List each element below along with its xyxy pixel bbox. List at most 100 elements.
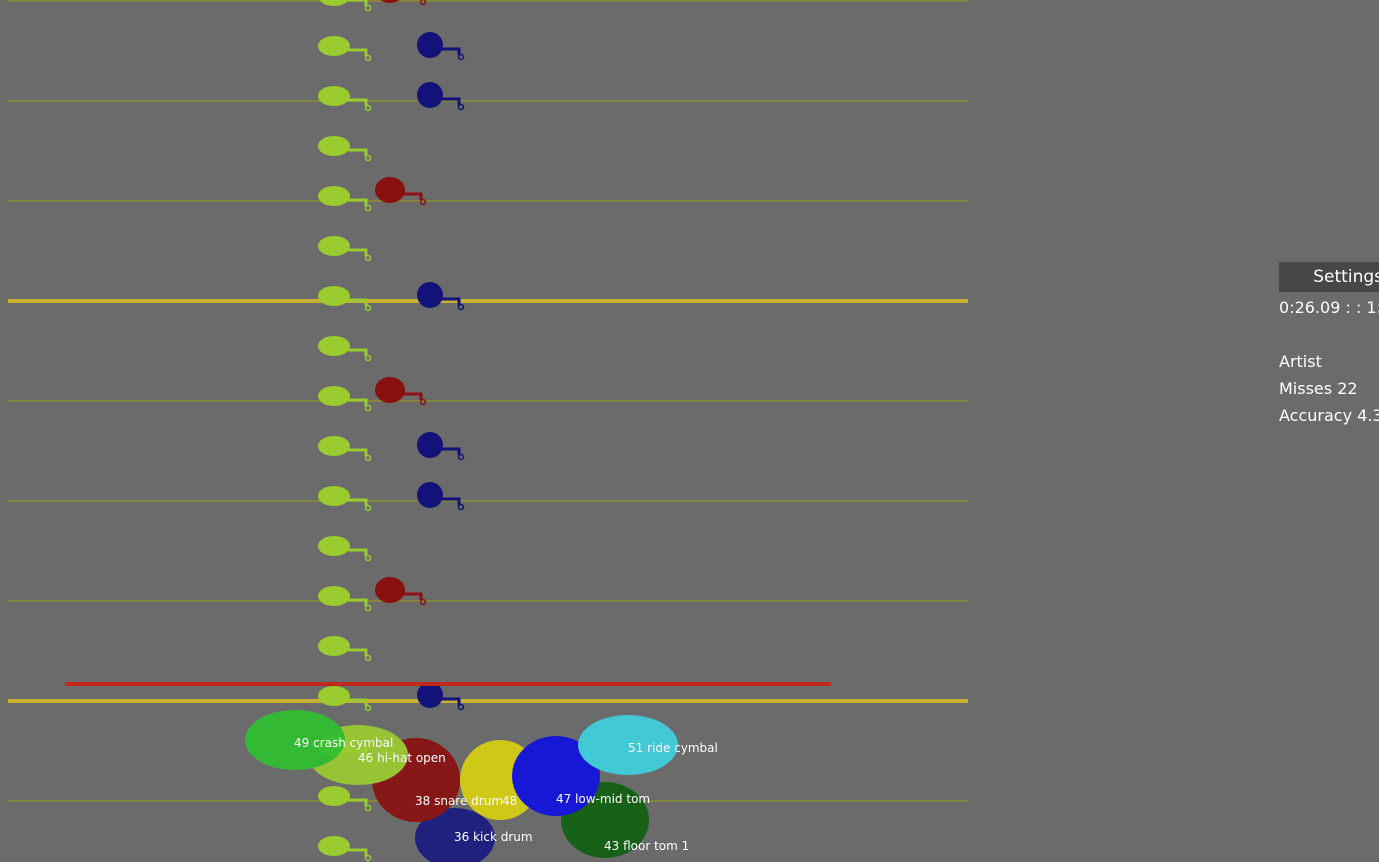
note-stem xyxy=(348,298,368,306)
cymbal-note xyxy=(318,236,372,262)
cymbal-note xyxy=(318,786,372,812)
note-tail xyxy=(419,0,427,6)
note-stem xyxy=(348,348,368,356)
tom-note xyxy=(417,32,465,61)
note-tail xyxy=(364,804,372,812)
note-head xyxy=(318,86,350,106)
time-display: 0:26.09 : : 1:2 xyxy=(1279,298,1379,317)
tom-note xyxy=(417,482,465,511)
note-tail xyxy=(364,154,372,162)
snare-note xyxy=(375,177,427,206)
drum-label: 47 low-mid tom xyxy=(556,792,650,806)
note-head xyxy=(318,486,350,506)
note-stem xyxy=(348,398,368,406)
snare-note xyxy=(375,377,427,406)
note-tail xyxy=(364,4,372,12)
note-stem xyxy=(348,448,368,456)
ride-cymbal xyxy=(578,715,678,775)
tom-note xyxy=(417,682,465,711)
note-head xyxy=(318,36,350,56)
cymbal-note xyxy=(318,686,372,712)
note-stem xyxy=(348,848,368,856)
snare-note xyxy=(380,0,427,6)
note-stem xyxy=(348,0,368,6)
drum-label: 49 crash cymbal xyxy=(294,736,393,750)
note-stem xyxy=(348,698,368,706)
note-tail xyxy=(419,598,427,606)
cymbal-note xyxy=(318,836,372,862)
note-tail xyxy=(364,704,372,712)
cymbal-note xyxy=(318,636,372,662)
note-stem xyxy=(441,297,461,305)
note-stem xyxy=(348,48,368,56)
note-head xyxy=(318,236,350,256)
settings-button[interactable]: Settings xyxy=(1279,262,1379,292)
note-stem xyxy=(348,598,368,606)
note-head xyxy=(318,686,350,706)
cymbal-note xyxy=(318,486,372,512)
note-stem xyxy=(441,447,461,455)
drum-label: 51 ride cymbal xyxy=(628,741,718,755)
note-stem xyxy=(348,98,368,106)
notes xyxy=(318,0,465,862)
note-stem xyxy=(403,592,423,600)
note-tail xyxy=(364,304,372,312)
note-tail xyxy=(364,554,372,562)
note-head xyxy=(319,0,349,6)
note-head xyxy=(417,482,443,508)
note-stem xyxy=(348,248,368,256)
note-stem xyxy=(403,392,423,400)
tom-note xyxy=(417,432,465,461)
note-tail xyxy=(364,604,372,612)
note-head xyxy=(318,336,350,356)
note-stem xyxy=(441,47,461,55)
note-stem xyxy=(441,697,461,705)
note-head xyxy=(318,136,350,156)
note-tail xyxy=(364,254,372,262)
drum-label: 48 xyxy=(502,794,517,808)
note-head xyxy=(375,577,405,603)
kick-drum xyxy=(415,808,495,862)
drum-kit xyxy=(245,710,678,862)
note-tail xyxy=(364,654,372,662)
drum-label: 38 snare drum xyxy=(415,794,503,808)
cymbal-note xyxy=(318,336,372,362)
cymbal-note xyxy=(318,536,372,562)
note-tail xyxy=(364,854,372,862)
note-stem xyxy=(348,198,368,206)
artist: Artist xyxy=(1279,352,1322,371)
note-tail xyxy=(457,303,465,311)
note-head xyxy=(375,377,405,403)
cymbal-note xyxy=(318,136,372,162)
note-head xyxy=(318,186,350,206)
note-tail xyxy=(364,54,372,62)
cymbal-note xyxy=(318,36,372,62)
note-head xyxy=(375,177,405,203)
note-stem xyxy=(441,497,461,505)
note-head xyxy=(318,436,350,456)
beat-lines xyxy=(8,0,968,802)
tom-note xyxy=(417,82,465,111)
note-head xyxy=(417,432,443,458)
cymbal-note xyxy=(318,386,372,412)
note-stem xyxy=(403,192,423,200)
low-mid-tom xyxy=(512,736,600,816)
tom-note xyxy=(417,282,465,311)
note-head xyxy=(318,386,350,406)
note-head xyxy=(318,636,350,656)
snare-note xyxy=(375,577,427,606)
note-tail xyxy=(364,504,372,512)
crash-cymbal xyxy=(245,710,345,770)
note-tail xyxy=(364,204,372,212)
cymbal-note xyxy=(319,0,372,12)
note-stem xyxy=(348,148,368,156)
note-tail xyxy=(457,453,465,461)
drum-label: 43 floor tom 1 xyxy=(604,839,689,853)
note-stem xyxy=(441,97,461,105)
cymbal-note xyxy=(318,436,372,462)
drum-label: 46 hi-hat open xyxy=(358,751,446,765)
note-head xyxy=(318,536,350,556)
note-head xyxy=(318,586,350,606)
cymbal-note xyxy=(318,86,372,112)
note-head xyxy=(417,32,443,58)
